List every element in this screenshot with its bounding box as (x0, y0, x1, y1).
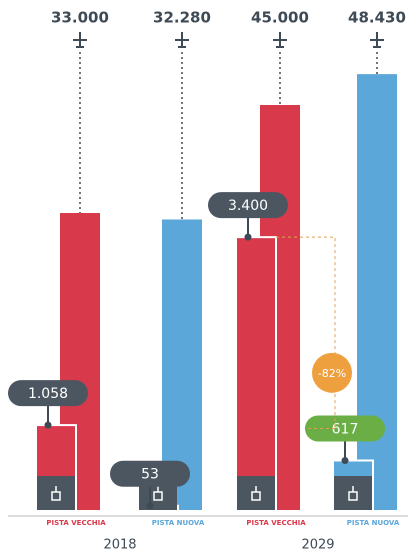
bar (235, 236, 277, 511)
category-label: PISTA VECCHIA (46, 519, 106, 527)
icon-box (37, 476, 75, 510)
category-label: PISTA NUOVA (152, 519, 205, 527)
plane-icon (73, 32, 87, 48)
icon (251, 486, 261, 501)
annotation: -82% (318, 367, 346, 380)
bar (357, 74, 397, 510)
group-label: 2018 (103, 538, 136, 553)
icon-box (334, 476, 372, 510)
group-label: 2029 (301, 538, 334, 553)
pointer-dot (341, 456, 349, 464)
category-label: PISTA VECCHIA (246, 519, 306, 527)
label-pill (110, 460, 190, 487)
icon (153, 486, 163, 501)
icon-box (237, 476, 275, 510)
value-label: 33.000 (51, 9, 109, 27)
icon (348, 486, 358, 501)
plane-icon (370, 32, 384, 48)
value-label: 53 (141, 467, 159, 483)
value-label: 45.000 (251, 9, 309, 27)
plane-icon (273, 32, 287, 48)
value-label: 1.058 (28, 386, 68, 402)
icon (51, 486, 61, 501)
label-pill (305, 415, 385, 442)
label-pill (8, 380, 88, 407)
value-label: 3.400 (228, 198, 268, 214)
value-label: 48.430 (348, 9, 406, 27)
pointer-dot (244, 233, 252, 241)
plane-icon (175, 32, 189, 48)
pointer-dot (44, 421, 52, 429)
annotation-circle (312, 352, 352, 393)
category-label: PISTA NUOVA (347, 519, 400, 527)
pointer-dot (146, 502, 154, 510)
value-label: 617 (332, 421, 359, 437)
label-pill (208, 192, 288, 219)
value-label: 32.280 (153, 9, 211, 27)
